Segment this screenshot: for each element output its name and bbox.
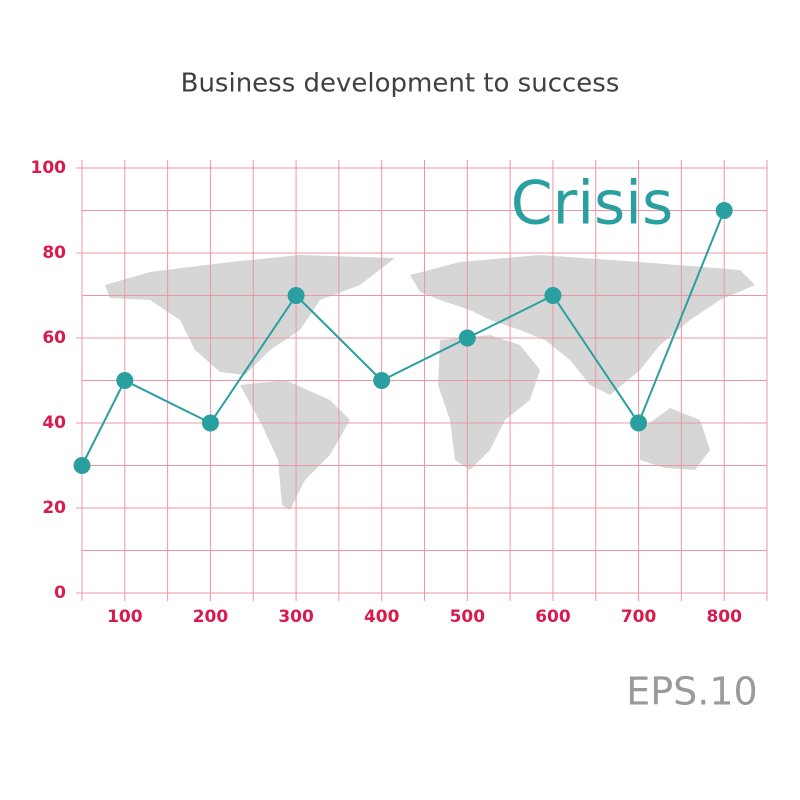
- data-point: [73, 457, 91, 474]
- x-tick-label: 800: [706, 607, 742, 627]
- world-map: [105, 255, 755, 510]
- footer: EPS.10: [626, 670, 757, 714]
- data-point: [287, 287, 305, 304]
- data-point: [715, 202, 733, 219]
- chart-title: Business development to success: [181, 69, 620, 99]
- x-tick-label: 500: [450, 607, 486, 627]
- plot: [73, 202, 733, 474]
- y-tick-label: 40: [42, 413, 66, 433]
- y-tick-label: 20: [42, 498, 66, 518]
- grid: 0 20 40 60 80 100 100 200 300 400 500 600 700 800: [31, 158, 768, 627]
- data-point: [630, 414, 648, 432]
- data-point: [544, 287, 562, 304]
- y-tick-label: 100: [31, 158, 67, 178]
- data-point: [116, 372, 134, 389]
- x-tick-label: 100: [107, 607, 143, 627]
- y-tick-label: 0: [54, 583, 66, 603]
- x-tick-label: 400: [364, 607, 400, 627]
- y-tick-label: 80: [42, 243, 66, 263]
- data-point: [458, 329, 476, 347]
- x-tick-label: 200: [193, 607, 229, 627]
- x-tick-label: 600: [535, 607, 571, 627]
- x-tick-label: 300: [278, 607, 314, 627]
- data-point: [373, 372, 391, 389]
- data-point: [201, 414, 219, 432]
- annotation: Crisis: [511, 169, 673, 239]
- y-tick-label: 60: [42, 328, 66, 348]
- x-tick-label: 700: [621, 607, 657, 627]
